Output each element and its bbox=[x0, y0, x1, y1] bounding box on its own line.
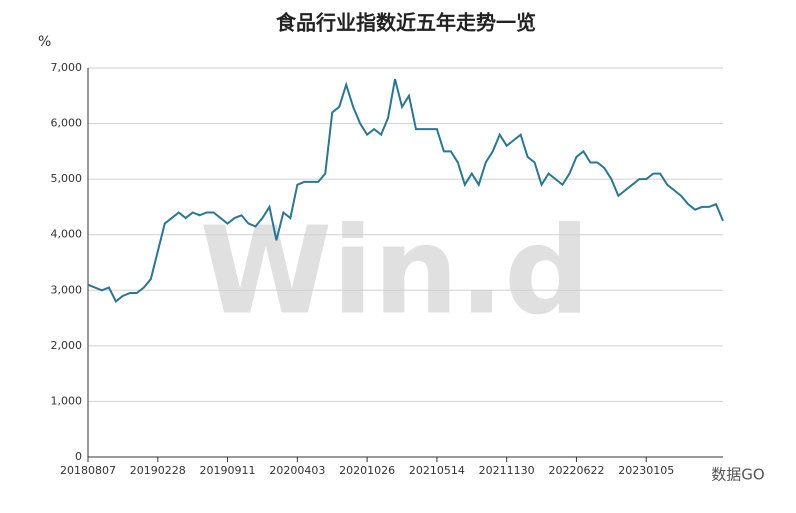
y-unit: % bbox=[38, 34, 51, 50]
line-series bbox=[87, 78, 724, 303]
y-tick-label: 5,000 bbox=[51, 172, 83, 185]
x-tick-label: 20211130 bbox=[479, 464, 535, 477]
x-tick-label: 20210514 bbox=[409, 464, 465, 477]
watermark: Win.d bbox=[200, 203, 590, 342]
y-tick-label: 3,000 bbox=[51, 283, 83, 296]
x-tick-label: 20180807 bbox=[60, 464, 116, 477]
x-tick-label: 20230105 bbox=[618, 464, 674, 477]
x-tick-label: 20190228 bbox=[130, 464, 186, 477]
y-tick-label: 7,000 bbox=[51, 61, 83, 74]
y-tick-label: 4,000 bbox=[51, 228, 83, 241]
logo-text: 数据GO bbox=[711, 466, 764, 484]
x-tick-label: 20200403 bbox=[269, 464, 325, 477]
y-tick-label: 6,000 bbox=[51, 117, 83, 130]
y-tick-label: 1,000 bbox=[51, 394, 83, 407]
chart-title: 食品行业指数近五年走势一览 bbox=[276, 11, 536, 35]
x-tick-label: 20220622 bbox=[548, 464, 604, 477]
y-tick-label: 0 bbox=[75, 450, 82, 463]
x-tick-label: 20190911 bbox=[200, 464, 256, 477]
y-tick-label: 2,000 bbox=[51, 339, 83, 352]
x-tick-label: 20201026 bbox=[339, 464, 395, 477]
